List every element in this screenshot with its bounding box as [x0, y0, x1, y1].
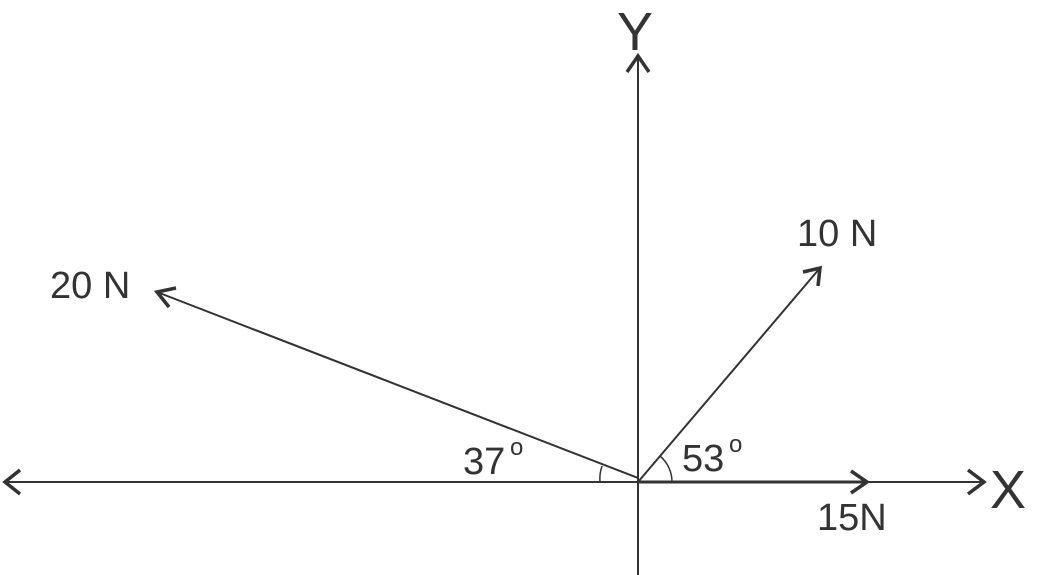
x-axis-label: X: [990, 460, 1026, 520]
x-axis-positive-arrowhead: [966, 468, 987, 496]
force-15n-label: 15N: [817, 497, 887, 539]
force-10n-arrowhead: [802, 265, 823, 287]
angle-53-arc: [659, 455, 673, 483]
angle-37-label: 37: [463, 441, 505, 483]
force-10n-label: 10 N: [797, 213, 877, 255]
angle-53-label: 53: [682, 438, 724, 480]
x-axis-negative-arrowhead: [2, 468, 22, 496]
force-20n-vector: [156, 291, 639, 479]
y-axis-arrowhead: [625, 52, 651, 73]
force-10n-vector: [637, 267, 821, 483]
angle-37-arc: [599, 465, 603, 483]
angle-37-degree: o: [510, 434, 523, 461]
force-15n-arrowhead: [850, 469, 871, 495]
force-20n-arrowhead: [153, 286, 177, 309]
y-axis-label: Y: [617, 2, 653, 62]
force-20n-label: 20 N: [50, 265, 130, 307]
angle-53-degree: o: [729, 431, 742, 458]
